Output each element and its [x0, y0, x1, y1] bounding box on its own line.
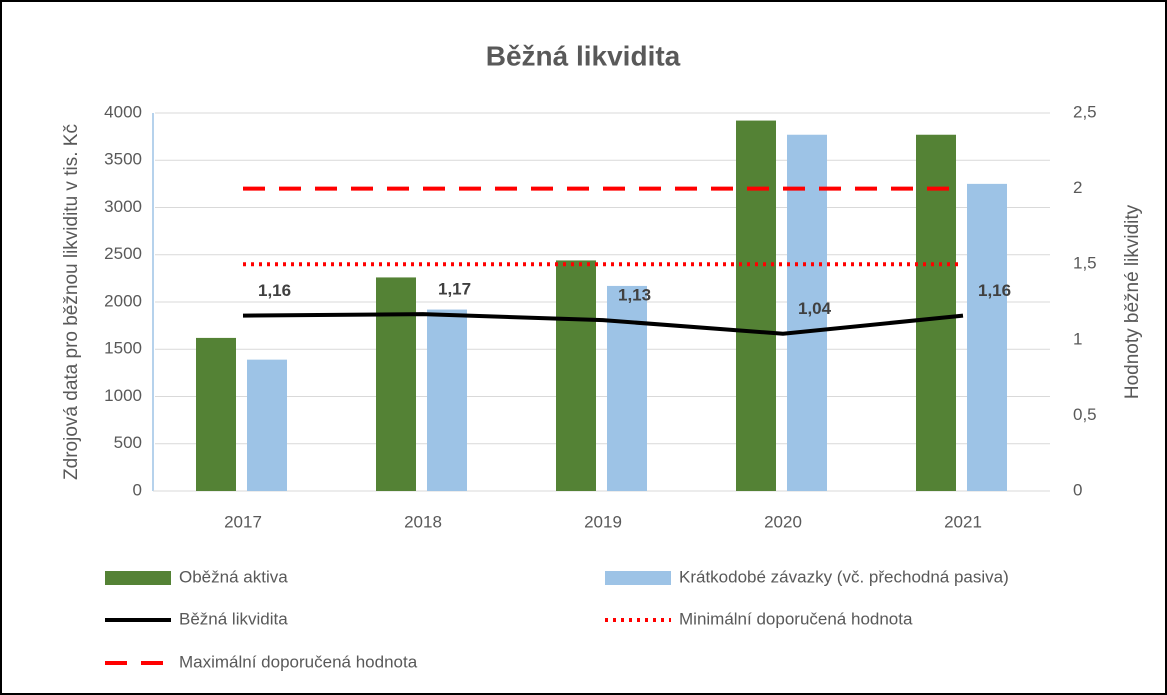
legend-label: Krátkodobé závazky (vč. přechodná pasiva…	[679, 567, 1009, 586]
y2-axis-title: Hodnoty běžné likvidity	[1122, 204, 1143, 399]
legend-label: Běžná likvidita	[179, 609, 288, 628]
y2-tick-label: 2	[1073, 178, 1082, 197]
x-tick-label: 2021	[944, 512, 982, 531]
y-tick-label: 1500	[104, 339, 142, 358]
y-tick-label: 500	[114, 433, 142, 452]
x-tick-label: 2019	[584, 512, 622, 531]
y2-tick-label: 1,5	[1073, 254, 1097, 273]
legend-swatch	[105, 571, 171, 585]
legend-label: Oběžná aktiva	[179, 567, 288, 586]
bar	[247, 359, 287, 491]
legend-label: Minimální doporučená hodnota	[679, 609, 913, 628]
legend-swatch	[605, 571, 671, 585]
bar	[916, 134, 956, 492]
bar	[607, 285, 647, 491]
x-tick-label: 2018	[404, 512, 442, 531]
line-series	[242, 312, 964, 336]
bar	[196, 337, 236, 491]
y-tick-label: 3000	[104, 197, 142, 216]
data-label: 1,17	[438, 280, 471, 299]
bar	[376, 277, 416, 491]
y2-tick-label: 2,5	[1073, 102, 1097, 121]
data-label: 1,16	[978, 281, 1011, 300]
y-tick-label: 0	[133, 480, 142, 499]
bar	[967, 183, 1007, 491]
y2-tick-label: 0,5	[1073, 405, 1097, 424]
bar	[556, 260, 596, 491]
legend-label: Maximální doporučená hodnota	[179, 652, 418, 671]
y-tick-label: 1000	[104, 386, 142, 405]
y-tick-label: 2500	[104, 244, 142, 263]
bar	[427, 309, 467, 491]
data-label: 1,16	[258, 281, 291, 300]
x-tick-label: 2020	[764, 512, 802, 531]
y-tick-label: 3500	[104, 150, 142, 169]
y-axis-title: Zdrojová data pro běžnou likviditu v tis…	[61, 124, 82, 480]
y-tick-label: 4000	[104, 102, 142, 121]
chart-title: Běžná likvidita	[486, 40, 681, 71]
y-tick-label: 2000	[104, 291, 142, 310]
y2-tick-label: 0	[1073, 480, 1082, 499]
bar	[787, 134, 827, 492]
x-tick-label: 2017	[224, 512, 262, 531]
data-label: 1,04	[798, 299, 832, 318]
y2-tick-label: 1	[1073, 329, 1082, 348]
data-label: 1,13	[618, 286, 651, 305]
bar	[736, 120, 776, 491]
